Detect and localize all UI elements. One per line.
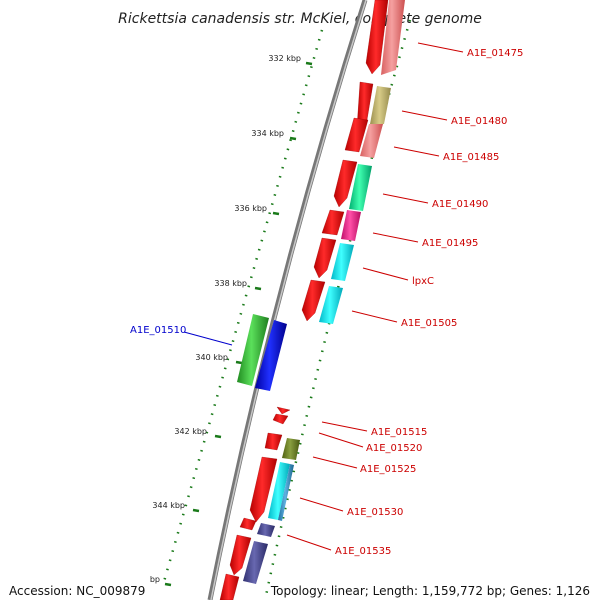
gene-label[interactable]: A1E_01515 (371, 427, 427, 438)
genome-backbone (207, 0, 368, 600)
tick-label: 342 kbp (174, 427, 207, 436)
gene-label[interactable]: A1E_01475 (467, 48, 523, 59)
tick-labels: 332 kbp 334 kbp 336 kbp 338 kbp 340 kbp … (150, 54, 301, 584)
gene-label[interactable]: A1E_01525 (360, 464, 416, 475)
cds-arrow[interactable] (229, 534, 252, 576)
gene-block-a1e-01505[interactable] (319, 286, 343, 324)
gene-label[interactable]: A1E_01505 (401, 318, 457, 329)
reverse-genes (237, 314, 287, 391)
tick-label: 332 kbp (268, 54, 301, 63)
gene-label[interactable]: A1E_01495 (422, 238, 478, 249)
callout-line-a1e-01510 (183, 331, 233, 346)
cds-arrow[interactable] (313, 237, 337, 279)
major-ticks (164, 61, 313, 587)
cds-arrow[interactable] (301, 279, 326, 322)
cds-arrow[interactable] (264, 432, 283, 451)
gene-block-a1e-01480[interactable] (370, 86, 391, 124)
gene-blocks (243, 0, 405, 584)
cds-arrow[interactable] (344, 117, 369, 153)
cds-arrow[interactable] (321, 209, 345, 236)
cds-arrow-reverse[interactable] (255, 320, 287, 391)
tick-label: 338 kbp (214, 279, 247, 288)
gene-block-a1e-01510[interactable] (237, 314, 269, 386)
accession-text: Accession: NC_009879 (9, 584, 147, 598)
gene-label[interactable]: lpxC (412, 276, 434, 287)
gene-label[interactable]: A1E_01520 (366, 443, 422, 454)
cds-track-inner (219, 0, 389, 600)
gene-block-a1e-01485[interactable] (360, 124, 383, 158)
cds-arrow[interactable] (239, 517, 257, 531)
cds-arrow[interactable] (333, 159, 358, 208)
tick-label: 340 kbp (195, 353, 228, 362)
tick-label: 336 kbp (234, 204, 267, 213)
gene-labels: A1E_01475 A1E_01480 A1E_01485 A1E_01490 … (130, 48, 523, 557)
cds-arrow[interactable] (249, 456, 278, 523)
cds-arrow[interactable] (365, 0, 389, 75)
gene-label[interactable]: A1E_01510 (130, 325, 186, 336)
gene-label[interactable]: A1E_01530 (347, 507, 403, 518)
map-title: Rickettsia canadensis str. McKiel, compl… (118, 11, 482, 27)
tick-label: 344 kbp (152, 501, 185, 510)
gene-block-a1e-01495[interactable] (341, 210, 361, 241)
gene-label[interactable]: A1E_01480 (451, 116, 507, 127)
gene-block-a1e-01475[interactable] (381, 0, 405, 75)
gene-block-a1e-01530-b[interactable] (278, 464, 294, 521)
gene-label[interactable]: A1E_01485 (443, 152, 499, 163)
gene-block-small[interactable] (257, 523, 275, 537)
gene-block-lpxc[interactable] (331, 243, 354, 281)
cds-arrow[interactable] (276, 406, 291, 415)
cds-arrow[interactable] (272, 413, 289, 425)
tick-label: 334 kbp (251, 129, 284, 138)
gene-block-a1e-01530[interactable] (268, 462, 290, 520)
gene-label[interactable]: A1E_01490 (432, 199, 488, 210)
gene-block-a1e-01490[interactable] (349, 164, 372, 211)
footer: Accession: NC_009879 Topology: linear; L… (0, 582, 600, 600)
cds-arrow[interactable] (219, 573, 240, 600)
gene-label[interactable]: A1E_01535 (335, 546, 391, 557)
callout-lines (286, 42, 464, 551)
genome-summary-text: Topology: linear; Length: 1,159,772 bp; … (269, 584, 590, 598)
gene-block-a1e-01535[interactable] (243, 541, 268, 584)
tick-label: bp (150, 575, 160, 584)
gene-block-a1e-01525[interactable] (282, 438, 300, 460)
